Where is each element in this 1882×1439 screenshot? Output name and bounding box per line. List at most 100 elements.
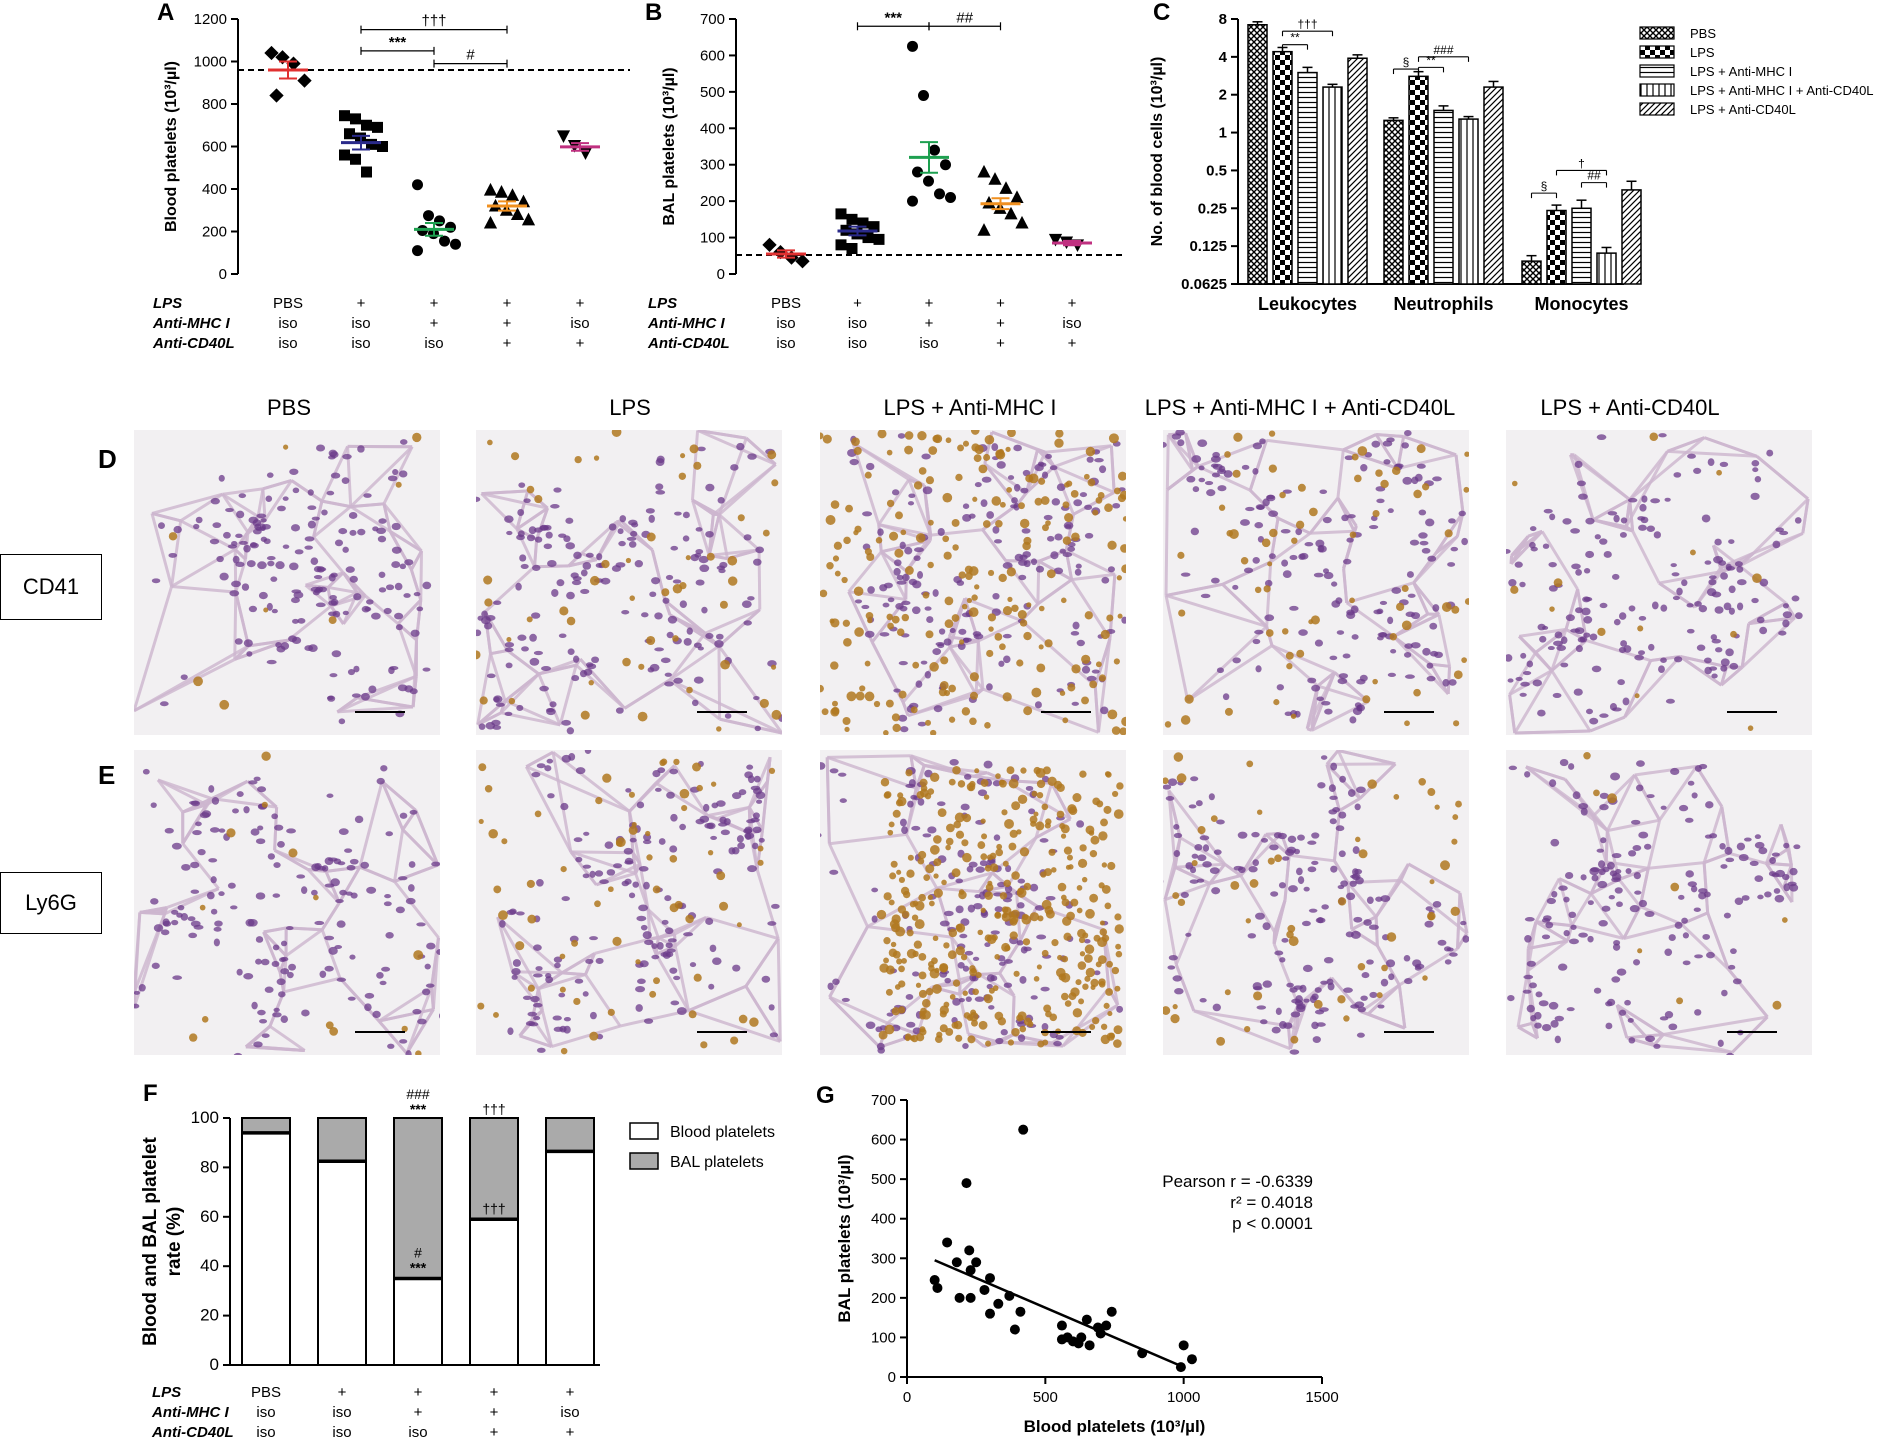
tissue-nucleus bbox=[952, 997, 961, 1006]
panel-b-treatment-row-label: Anti-CD40L bbox=[647, 335, 730, 352]
tissue-nucleus bbox=[1643, 843, 1652, 850]
stained-cell bbox=[559, 986, 566, 993]
stained-cell bbox=[830, 500, 840, 509]
tissue-nucleus bbox=[1734, 897, 1744, 906]
tissue-nucleus bbox=[270, 576, 278, 582]
tissue-nucleus bbox=[1515, 676, 1523, 682]
tissue-nucleus bbox=[1054, 533, 1063, 541]
tissue-nucleus bbox=[1359, 674, 1368, 682]
stained-cell bbox=[602, 773, 612, 783]
tissue-nucleus bbox=[1751, 459, 1760, 467]
tissue-nucleus bbox=[1349, 880, 1357, 887]
tissue-nucleus bbox=[955, 878, 964, 884]
stained-cell bbox=[1116, 782, 1124, 790]
tissue-nucleus bbox=[546, 708, 555, 713]
tissue-nucleus bbox=[664, 927, 674, 935]
stained-cell bbox=[560, 1047, 568, 1055]
tissue-nucleus bbox=[1279, 1020, 1287, 1029]
tissue-nucleus bbox=[871, 915, 878, 923]
stained-cell bbox=[820, 432, 824, 440]
tissue-nucleus bbox=[1369, 991, 1378, 998]
tissue-septum bbox=[1108, 574, 1117, 639]
tissue-nucleus bbox=[879, 584, 888, 592]
histology-title-3: LPS + Anti-MHC I bbox=[883, 395, 1057, 420]
stained-cell bbox=[1084, 944, 1095, 954]
stained-cell bbox=[1089, 893, 1099, 903]
tissue-nucleus bbox=[1611, 877, 1621, 883]
tissue-nucleus bbox=[276, 645, 286, 653]
stained-cell bbox=[896, 869, 902, 875]
stained-cell bbox=[969, 717, 977, 726]
stained-cell bbox=[759, 698, 769, 708]
stained-cell bbox=[937, 808, 947, 818]
tissue-nucleus bbox=[704, 822, 714, 829]
tissue-nucleus bbox=[1539, 635, 1547, 643]
tissue-nucleus bbox=[1402, 476, 1413, 485]
tissue-nucleus bbox=[1252, 557, 1260, 564]
tissue-septum bbox=[1576, 589, 1588, 641]
stained-cell bbox=[1254, 586, 1262, 594]
tissue-nucleus bbox=[637, 978, 646, 985]
tissue-nucleus bbox=[1390, 648, 1397, 654]
tissue-nucleus bbox=[1719, 842, 1726, 850]
panel-a-point bbox=[483, 182, 498, 196]
stained-cell bbox=[904, 445, 914, 455]
tissue-nucleus bbox=[635, 1004, 643, 1012]
tissue-nucleus bbox=[1194, 843, 1203, 851]
tissue-nucleus bbox=[1360, 995, 1368, 1001]
tissue-nucleus bbox=[827, 982, 834, 991]
panel-b-y-tick-label: 700 bbox=[700, 11, 725, 28]
tissue-nucleus bbox=[1075, 563, 1082, 569]
tissue-nucleus bbox=[962, 503, 970, 510]
stained-cell bbox=[1549, 606, 1555, 612]
stained-cell bbox=[1313, 999, 1323, 1009]
stained-cell bbox=[1197, 826, 1206, 835]
tissue-nucleus bbox=[1638, 899, 1648, 908]
stained-cell bbox=[995, 848, 1004, 857]
panel-f-treatment-cell: iso bbox=[560, 1404, 579, 1421]
tissue-nucleus bbox=[1520, 681, 1530, 687]
tissue-nucleus bbox=[1506, 548, 1511, 554]
stained-cell bbox=[1090, 835, 1100, 845]
tissue-septum bbox=[1052, 466, 1075, 515]
tissue-nucleus bbox=[1262, 980, 1273, 988]
tissue-nucleus bbox=[652, 769, 661, 778]
stained-cell bbox=[1004, 945, 1011, 952]
stained-cell bbox=[283, 444, 289, 450]
stained-cell bbox=[679, 582, 687, 590]
tissue-nucleus bbox=[1752, 467, 1759, 473]
histology-image bbox=[820, 430, 1126, 735]
stained-cell bbox=[1031, 687, 1042, 698]
stained-cell bbox=[843, 536, 851, 545]
tissue-nucleus bbox=[1045, 895, 1056, 901]
stained-cell bbox=[941, 879, 947, 886]
stained-cell bbox=[1355, 836, 1361, 843]
stained-cell bbox=[1020, 767, 1027, 774]
tissue-septum bbox=[393, 829, 405, 882]
panel-a-point bbox=[339, 149, 350, 161]
panel-b-treatment-cell: + bbox=[1068, 335, 1077, 352]
tissue-nucleus bbox=[243, 806, 250, 814]
stained-cell bbox=[685, 555, 691, 561]
tissue-nucleus bbox=[286, 971, 294, 979]
tissue-nucleus bbox=[1581, 607, 1591, 616]
stained-cell bbox=[1224, 707, 1233, 716]
tissue-nucleus bbox=[301, 1009, 310, 1017]
tissue-nucleus bbox=[682, 535, 690, 542]
tissue-septum bbox=[983, 462, 1019, 506]
tissue-nucleus bbox=[1425, 518, 1435, 527]
stained-cell bbox=[720, 659, 730, 670]
stained-cell bbox=[1380, 479, 1389, 489]
tissue-nucleus bbox=[1195, 800, 1203, 807]
tissue-nucleus bbox=[1251, 831, 1260, 838]
tissue-nucleus bbox=[990, 930, 1000, 935]
tissue-nucleus bbox=[1582, 596, 1591, 603]
tissue-septum bbox=[1623, 659, 1653, 718]
stained-cell bbox=[929, 662, 939, 672]
panel-b-treatment-cell: iso bbox=[1062, 315, 1081, 332]
tissue-septum bbox=[1239, 874, 1276, 933]
tissue-septum bbox=[320, 902, 341, 931]
tissue-nucleus bbox=[495, 702, 505, 707]
tissue-nucleus bbox=[1329, 795, 1338, 801]
tissue-nucleus bbox=[756, 799, 763, 804]
